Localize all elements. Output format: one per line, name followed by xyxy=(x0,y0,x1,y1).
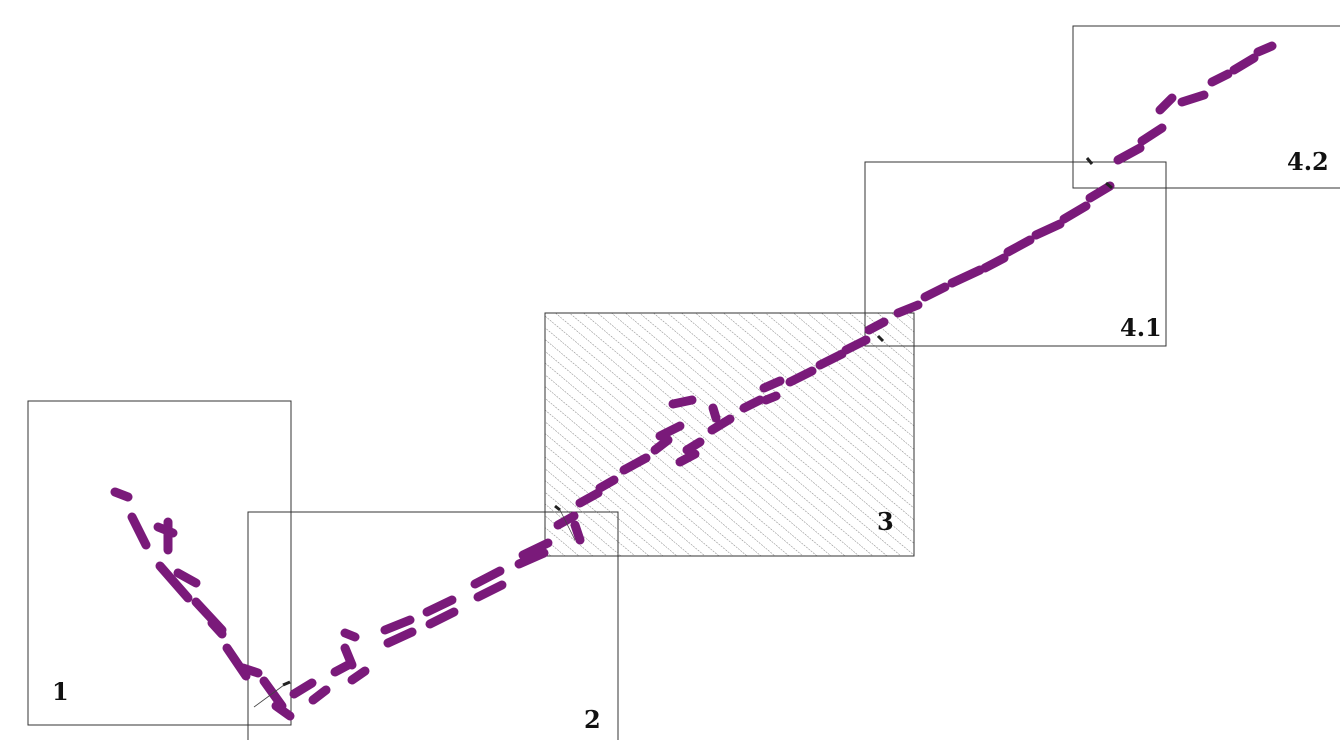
route-dash xyxy=(980,253,1009,273)
section-label-1: 1 xyxy=(52,677,69,706)
route-dash xyxy=(707,414,735,435)
route-dash xyxy=(308,685,331,705)
route-dash xyxy=(575,488,603,508)
route-dash xyxy=(675,449,700,467)
route-dash xyxy=(380,615,415,635)
section-labels: 1 2 3 4.1 4.2 xyxy=(52,147,1329,734)
route-dash xyxy=(340,643,357,670)
route-dash xyxy=(785,366,817,387)
route-dash xyxy=(238,663,263,678)
route-dash xyxy=(470,566,505,589)
route-dash xyxy=(1085,181,1115,203)
section-label-3: 3 xyxy=(877,507,894,536)
route-dash xyxy=(619,453,651,475)
section-label-4-1: 4.1 xyxy=(1120,313,1162,342)
route-dash xyxy=(173,568,201,588)
section-3-hatch xyxy=(545,313,914,556)
route-dash xyxy=(1137,123,1167,146)
section-label-4-2: 4.2 xyxy=(1287,147,1329,176)
route-dash xyxy=(1113,143,1145,165)
boundary-leader-1-2 xyxy=(253,684,285,708)
boundary-marker-4-2 xyxy=(1105,181,1113,190)
route-dash xyxy=(1031,219,1065,240)
route-dash xyxy=(668,395,697,409)
route-dash xyxy=(1229,53,1259,75)
route-dash xyxy=(1155,93,1177,115)
route-dash xyxy=(425,607,459,629)
route-dash xyxy=(518,538,553,560)
route-dash xyxy=(815,349,847,370)
route-dash xyxy=(155,561,193,603)
route-dash xyxy=(570,520,585,545)
section-1-frame xyxy=(27,400,292,726)
boundary-leader-2-3 xyxy=(559,509,576,541)
section-3-frame xyxy=(544,312,915,557)
route-dash xyxy=(473,580,507,602)
route-dash xyxy=(595,475,619,493)
route-dash xyxy=(340,628,360,642)
route-dash xyxy=(920,282,950,302)
route-dash xyxy=(864,317,889,335)
route-dash xyxy=(347,666,370,685)
boundary-marker-2-3 xyxy=(554,504,561,512)
route-dash xyxy=(1059,201,1091,224)
route-dash xyxy=(759,376,785,393)
route-dash xyxy=(739,395,765,413)
route-dash xyxy=(1177,90,1209,107)
route-dash xyxy=(708,403,721,423)
boundary-marker-4-1 xyxy=(1085,157,1094,165)
route-dash xyxy=(514,548,549,569)
route-dash xyxy=(650,435,673,455)
route-dash xyxy=(553,511,579,530)
route-dash xyxy=(422,595,457,617)
route-dash xyxy=(271,701,295,721)
route-dash xyxy=(207,618,227,639)
route-dash xyxy=(655,421,685,441)
route-dash xyxy=(127,512,151,550)
route-dash xyxy=(383,627,417,648)
section-4-1-frame xyxy=(864,161,1167,347)
boundary-markers xyxy=(253,157,1113,708)
route-path xyxy=(110,41,1277,721)
route-dash xyxy=(947,265,985,288)
route-dash xyxy=(761,391,781,405)
route-dash xyxy=(1253,41,1277,57)
boundary-marker-3-4 xyxy=(876,334,885,343)
route-dash xyxy=(110,487,133,502)
route-dash xyxy=(1003,235,1035,257)
section-4-2-frame xyxy=(1072,25,1340,189)
route-dash xyxy=(289,678,317,699)
route-dash xyxy=(1207,69,1233,87)
section-label-2: 2 xyxy=(584,705,601,734)
section-2-frame xyxy=(247,511,619,740)
route-dash xyxy=(682,437,705,455)
section-frames xyxy=(27,25,1340,740)
route-dash xyxy=(893,300,923,318)
boundary-marker-1-2 xyxy=(282,680,291,687)
route-dash xyxy=(841,335,871,355)
